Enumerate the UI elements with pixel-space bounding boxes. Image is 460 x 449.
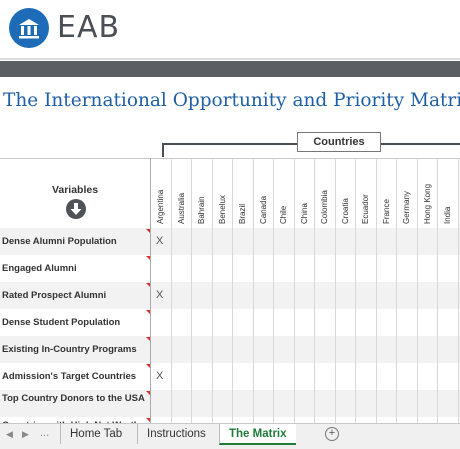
column-header-country: Germany: [402, 191, 411, 224]
row-label: Engaged Alumni: [2, 263, 77, 274]
tab-the-matrix[interactable]: The Matrix: [219, 424, 296, 445]
column-header-country: India: [443, 206, 452, 224]
table-row: [0, 228, 460, 255]
column-header-country: Ecuador: [361, 194, 370, 224]
column-header-country: Hong Kong: [422, 183, 432, 224]
grid-line: [150, 158, 151, 428]
comment-indicator-icon[interactable]: [146, 229, 150, 233]
comment-indicator-icon[interactable]: [146, 391, 150, 395]
grid-line: [0, 158, 460, 159]
column-header-country: Argentina: [156, 189, 165, 224]
tab-instructions[interactable]: Instructions: [137, 424, 215, 444]
row-label: Top Country Donors to the USA: [2, 393, 145, 404]
header-band: [0, 61, 460, 77]
column-header-country: Colombia: [320, 190, 329, 224]
matrix-mark[interactable]: X: [156, 289, 164, 301]
row-label: Admission's Target Countries: [2, 371, 137, 382]
scroll-left-icon[interactable]: ◀: [6, 429, 13, 439]
comment-indicator-icon[interactable]: [146, 364, 150, 368]
matrix-mark[interactable]: X: [156, 370, 164, 382]
grid-line: [375, 158, 377, 428]
table-row: [0, 255, 460, 282]
grid-line: [252, 158, 254, 428]
comment-indicator-icon[interactable]: [146, 256, 150, 260]
grid-line: [437, 158, 438, 428]
grid-line: [170, 158, 172, 428]
table-row: [0, 336, 460, 363]
column-header-country: Bahrain: [197, 196, 206, 224]
header-divider: [0, 58, 460, 60]
brand-logo-text: EAB: [57, 10, 121, 45]
table-row: [0, 390, 460, 417]
column-header-country: Australia: [176, 192, 186, 224]
variables-header: Variables: [51, 184, 99, 196]
countries-header: Countries: [297, 132, 381, 152]
grid-line: [457, 158, 459, 428]
grid-line: [293, 158, 295, 428]
comment-indicator-icon[interactable]: [146, 418, 150, 422]
arrow-down-icon: [66, 199, 86, 219]
more-tabs-icon[interactable]: ...: [40, 427, 50, 439]
comment-indicator-icon[interactable]: [146, 283, 150, 287]
tab-home[interactable]: Home Tab: [60, 424, 131, 444]
column-header-country: France: [381, 199, 391, 224]
column-header-country: Brazil: [238, 203, 247, 224]
column-header-country: Benelux: [217, 195, 227, 224]
table-row: [0, 282, 460, 309]
table-row: [0, 309, 460, 336]
comment-indicator-icon[interactable]: [146, 337, 150, 341]
grid-line: [314, 158, 315, 428]
matrix-mark[interactable]: X: [156, 235, 164, 247]
row-label: Rated Prospect Alumni: [2, 290, 107, 301]
grid-line: [416, 158, 418, 428]
grid-line: [211, 158, 213, 428]
table-row: [0, 363, 460, 390]
column-header-country: China: [299, 203, 309, 224]
plus-circle-icon[interactable]: +: [325, 427, 339, 441]
column-header-country: Chile: [279, 205, 288, 224]
row-label: Dense Alumni Population: [2, 236, 117, 247]
grid-line: [396, 158, 397, 428]
grid-line: [273, 158, 274, 428]
grid-line: [334, 158, 336, 428]
grid-line: [191, 158, 192, 428]
eab-logo-icon: [9, 8, 49, 48]
page-title: The International Opportunity and Priori…: [3, 90, 460, 111]
row-label: Existing In-Country Programs: [2, 344, 137, 355]
comment-indicator-icon[interactable]: [146, 310, 150, 314]
column-header-country: Canada: [258, 195, 268, 224]
grid-line: [232, 158, 233, 428]
row-label: Dense Student Population: [2, 317, 121, 328]
header: EAB: [0, 0, 460, 58]
scroll-right-icon[interactable]: ▶: [22, 429, 29, 439]
column-header-country: Croatia: [340, 198, 350, 224]
grid-line: [355, 158, 356, 428]
